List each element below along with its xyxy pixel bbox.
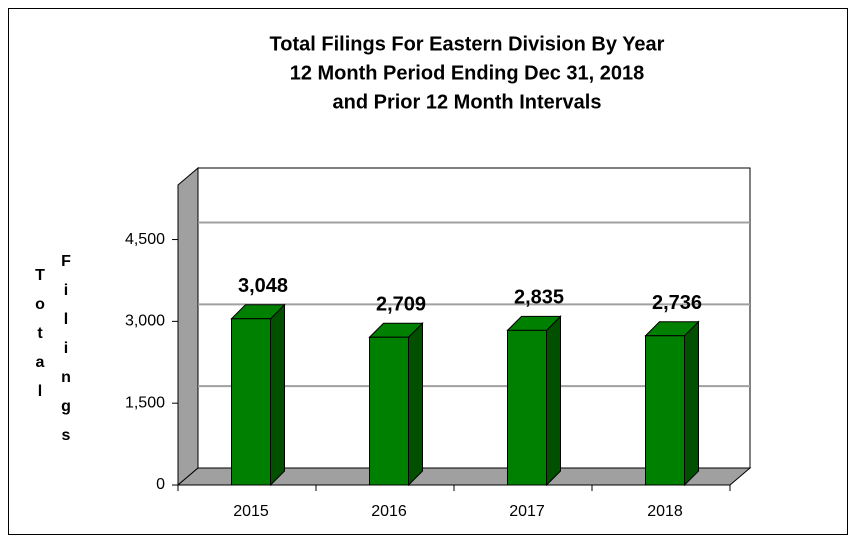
bar [369,336,409,486]
chart-title: Total Filings For Eastern Division By Ye… [270,33,665,55]
x-tick-label: 2018 [647,503,683,520]
y-label-letter: s [62,427,71,444]
y-label-letter: F [61,253,71,270]
value-label: 2,709 [376,294,426,316]
x-tick-label: 2016 [371,503,407,520]
y-label-letter: o [35,296,45,313]
y-label-letter: g [61,398,71,415]
y-label-letter: a [36,354,45,371]
value-label: 2,835 [514,287,564,309]
chart-title: and Prior 12 Month Intervals [333,91,602,113]
y-label-letter: t [37,325,43,342]
x-tick-label: 2017 [509,503,545,520]
y-tick-label: 0 [156,476,165,493]
value-label: 3,048 [238,275,288,297]
y-tick-label: 1,500 [125,394,165,411]
left-wall [177,166,199,487]
bar [507,329,547,486]
y-label-letter: n [61,369,71,386]
y-label-letter: l [64,311,68,328]
bar-side [270,303,285,487]
y-label-letter: T [35,267,45,284]
bar [645,335,685,486]
bar-side [408,322,423,487]
y-tick-label: 3,000 [125,313,165,330]
y-tick-label: 4,500 [125,231,165,248]
y-label-letter: i [64,340,68,357]
y-label-letter: l [38,383,42,400]
bar-side [684,320,699,487]
y-label-letter: i [64,282,68,299]
bar-side [546,315,561,487]
bar [231,318,271,486]
value-label: 2,736 [652,292,702,314]
x-tick-label: 2015 [233,503,269,520]
chart-title: 12 Month Period Ending Dec 31, 2018 [290,62,645,84]
